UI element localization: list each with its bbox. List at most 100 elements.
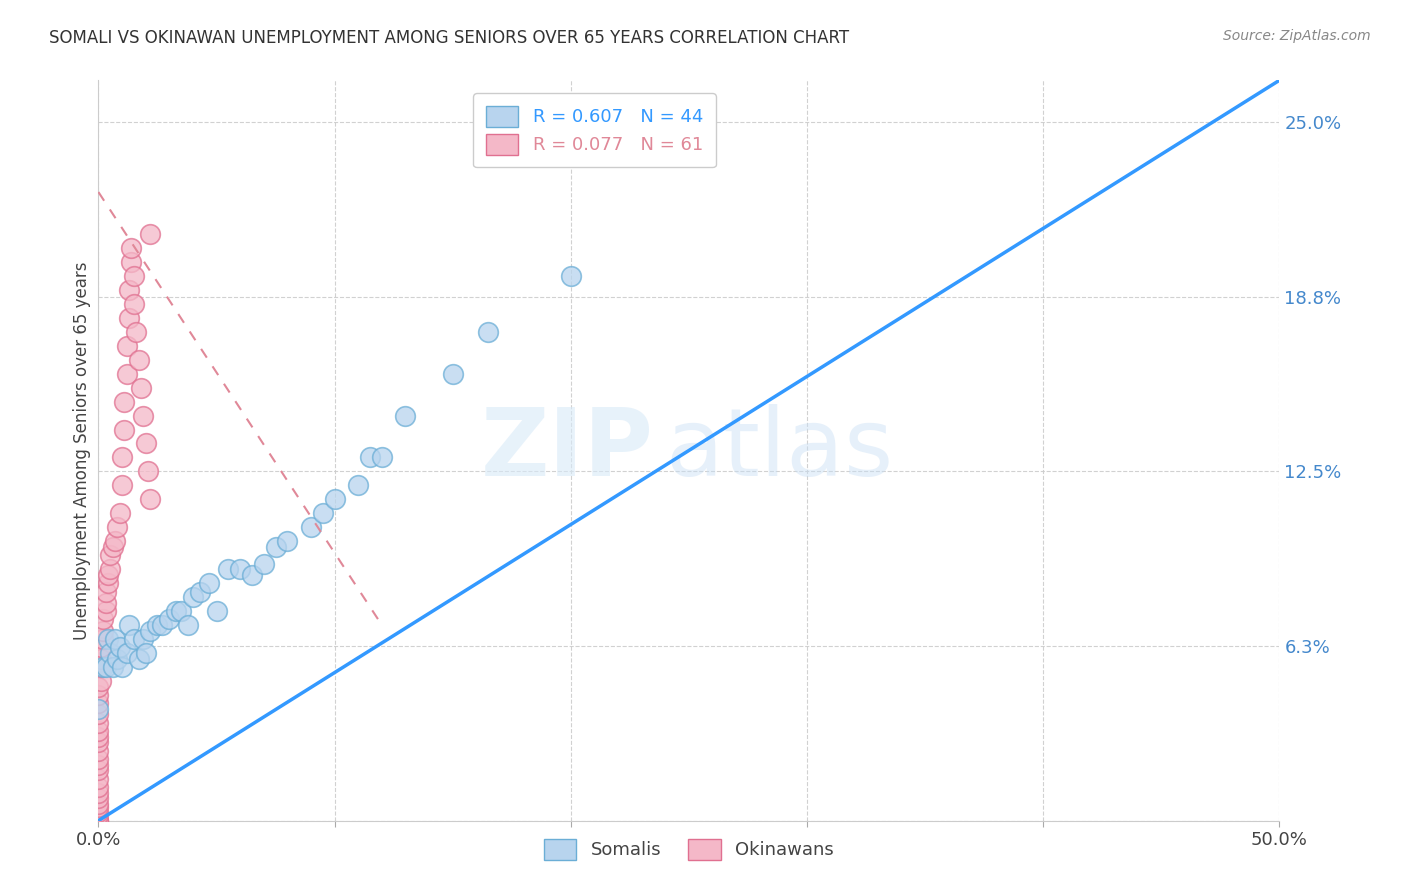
Point (217, 562, 239, 576)
Point (91, 632, 114, 646)
Point (87, 752, 110, 766)
Point (128, 352, 150, 367)
Point (229, 562, 252, 576)
Text: Source: ZipAtlas.com: Source: ZipAtlas.com (1223, 29, 1371, 43)
Point (90, 673, 112, 688)
Point (87, 724, 110, 739)
Point (87, 808, 110, 822)
Point (87, 715, 110, 730)
Point (170, 604, 193, 618)
Point (94, 604, 117, 618)
Y-axis label: Unemployment Among Seniors over 65 years: Unemployment Among Seniors over 65 years (73, 261, 91, 640)
Point (94, 596, 117, 610)
Point (87, 786, 110, 800)
Point (94, 660, 117, 674)
Point (115, 646, 138, 660)
Point (135, 436, 157, 450)
Point (87, 797, 110, 811)
Point (111, 660, 134, 674)
Point (87, 744, 110, 758)
Point (98, 562, 121, 576)
Point (121, 255, 143, 269)
Point (101, 660, 124, 674)
Point (87, 730, 110, 744)
Point (87, 680, 110, 694)
Point (198, 576, 221, 591)
Point (125, 325, 148, 339)
Point (87, 780, 110, 794)
Point (87, 696, 110, 710)
Point (477, 325, 499, 339)
Point (111, 450, 134, 465)
Point (122, 632, 145, 646)
Text: ZIP: ZIP (481, 404, 654, 497)
Point (347, 478, 370, 492)
Point (112, 394, 135, 409)
Point (112, 423, 135, 437)
Point (560, 268, 582, 283)
Point (181, 590, 204, 604)
Point (90, 651, 112, 665)
Point (165, 604, 187, 618)
Point (205, 604, 228, 618)
Point (299, 520, 322, 534)
Point (122, 268, 145, 283)
Point (97, 632, 120, 646)
Point (121, 241, 143, 255)
Point (132, 632, 155, 646)
Point (105, 651, 128, 665)
Point (97, 567, 120, 582)
Point (276, 534, 298, 549)
Point (105, 520, 128, 534)
Point (122, 297, 145, 311)
Point (87, 814, 110, 828)
Point (87, 772, 110, 786)
Point (115, 339, 138, 353)
Point (104, 534, 127, 549)
Point (359, 450, 381, 465)
Legend: Somalis, Okinawans: Somalis, Okinawans (537, 832, 841, 867)
Point (87, 735, 110, 749)
Point (129, 381, 152, 395)
Point (90, 660, 112, 674)
Point (253, 557, 276, 571)
Point (132, 409, 155, 423)
Point (87, 805, 110, 820)
Point (118, 310, 141, 325)
Point (90, 640, 112, 655)
Point (394, 409, 416, 423)
Point (139, 227, 162, 241)
Point (98, 548, 121, 562)
Point (264, 540, 287, 554)
Point (678, 149, 700, 163)
Point (135, 646, 157, 660)
Point (91, 624, 114, 638)
Point (87, 757, 110, 772)
Point (177, 618, 200, 632)
Point (188, 584, 211, 599)
Point (118, 618, 141, 632)
Point (101, 540, 124, 554)
Point (240, 567, 263, 582)
Point (118, 283, 141, 297)
Point (312, 506, 335, 520)
Point (87, 707, 110, 722)
Point (139, 492, 162, 507)
Point (108, 640, 131, 655)
Point (87, 702, 110, 716)
Point (87, 764, 110, 778)
Point (94, 584, 117, 599)
Point (91, 612, 114, 626)
Point (91, 660, 114, 674)
Point (323, 492, 346, 507)
Point (97, 576, 120, 591)
Point (108, 506, 131, 520)
Point (146, 618, 169, 632)
Point (111, 478, 134, 492)
Point (136, 464, 159, 478)
Point (371, 450, 394, 465)
Text: SOMALI VS OKINAWAN UNEMPLOYMENT AMONG SENIORS OVER 65 YEARS CORRELATION CHART: SOMALI VS OKINAWAN UNEMPLOYMENT AMONG SE… (49, 29, 849, 46)
Point (441, 367, 464, 381)
Point (128, 651, 150, 665)
Point (87, 688, 110, 702)
